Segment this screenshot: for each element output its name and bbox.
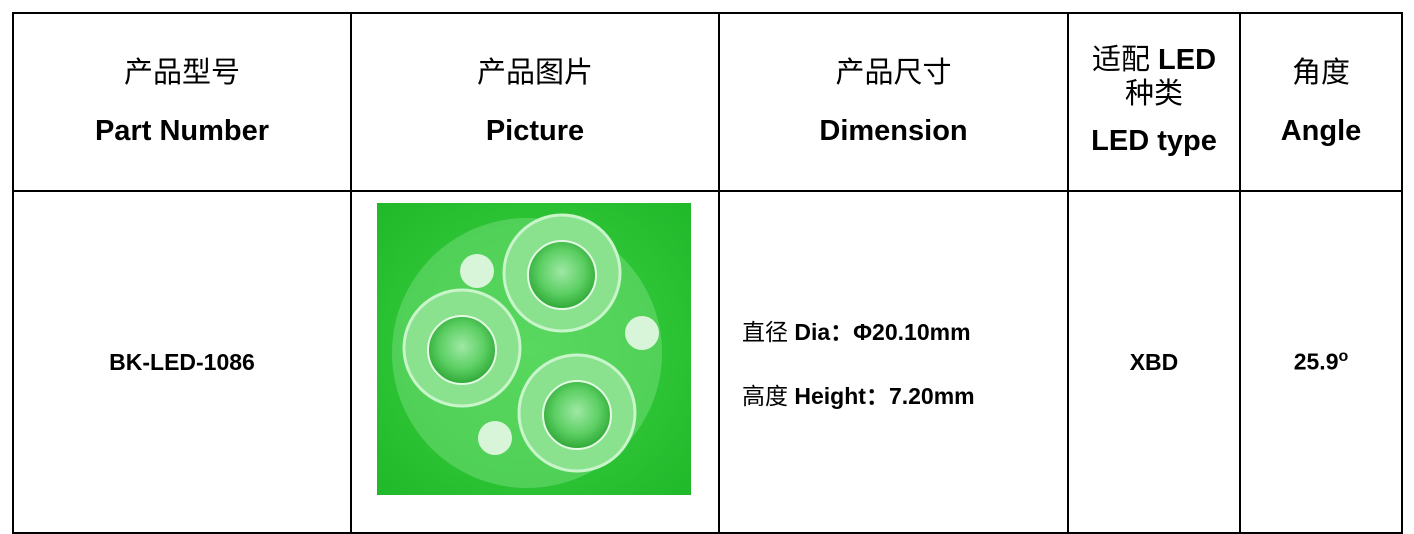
header-en: Part Number [94, 115, 270, 147]
part-number: BK-LED-1086 [12, 190, 352, 534]
body-row: BK-LED-1086 直径 Dia：Φ20.10m [12, 190, 1403, 534]
angle-cell: 25.9o [1239, 190, 1403, 534]
angle-degree: o [1338, 348, 1349, 366]
header-zh: 产品尺寸 [835, 57, 952, 89]
dimension-line: 直径 Dia：Φ20.10mm [742, 313, 1067, 347]
dimension-en: Height：7.20mm [794, 383, 975, 409]
header-zh: 产品型号 [123, 57, 240, 89]
header-en: Picture [485, 115, 585, 147]
dimension-cell: 直径 Dia：Φ20.10mm 高度 Height：7.20mm [718, 190, 1069, 534]
header-en: Dimension [819, 115, 968, 147]
dimension-zh: 高度 [742, 383, 788, 409]
angle-value: 25.9 [1293, 348, 1339, 375]
header-zh: 产品图片 [476, 57, 593, 89]
product-picture [377, 203, 691, 495]
header-cell: 适配 LED 种类 LED type [1067, 12, 1241, 192]
spec-table: 产品型号 Part Number 产品图片 Picture 产品尺寸 Dimensio… [12, 12, 1403, 534]
led-type: XBD [1067, 190, 1241, 534]
header-led: LED [1158, 44, 1217, 76]
header-row: 产品型号 Part Number 产品图片 Picture 产品尺寸 Dimensio… [12, 12, 1403, 192]
header-zh: 角度 [1291, 57, 1350, 89]
header-en: LED type [1091, 125, 1217, 157]
header-cell: 角度 Angle [1239, 12, 1403, 192]
header-zh: 适配 [1091, 44, 1150, 76]
header-zh-line: 适配 LED [1069, 43, 1239, 77]
dimension-en: Dia：Φ20.10mm [794, 319, 971, 345]
header-cell: 产品型号 Part Number [12, 12, 352, 192]
dimension-zh: 直径 [742, 319, 788, 345]
header-cell: 产品图片 Picture [350, 12, 720, 192]
header-cell: 产品尺寸 Dimension [718, 12, 1069, 192]
header-zh: 种类 [1124, 78, 1183, 110]
dimension-line: 高度 Height：7.20mm [742, 377, 1067, 411]
picture-cell [350, 190, 720, 534]
header-en: Angle [1280, 115, 1362, 147]
